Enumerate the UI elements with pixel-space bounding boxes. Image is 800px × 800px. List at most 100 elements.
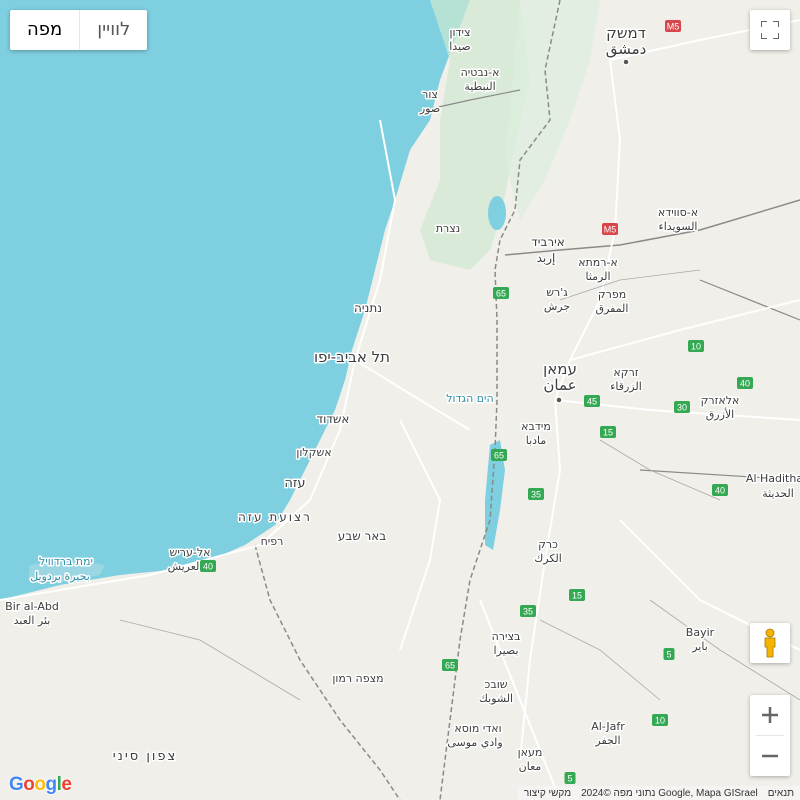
road-shield: 35 [520, 605, 536, 617]
map-label: באר שבע [338, 529, 387, 543]
map-data-attribution: נתוני מפה ©2024 Google, Mapa GISrael [581, 787, 758, 799]
map-label: עזה [284, 476, 305, 491]
border-egypt [254, 544, 401, 800]
map-label: בצירה [492, 630, 521, 643]
roads-minor [119, 269, 800, 701]
road-shield: 35 [528, 488, 544, 500]
map-label: مادبا [526, 434, 547, 447]
map-label: الزرقاء [610, 380, 642, 393]
map-label: זרקא [613, 366, 638, 379]
map-label: ימת ברדוויל [39, 555, 93, 568]
map-label: ג'רש [546, 286, 568, 299]
road-shield: 65 [493, 287, 509, 299]
road-shield: 40 [200, 560, 216, 572]
map-label: وادي موسى [447, 736, 502, 749]
map-label: الرمثا [585, 270, 610, 283]
road-shield: 40 [712, 484, 728, 496]
svg-text:35: 35 [531, 490, 541, 500]
road-shield: 10 [652, 714, 668, 726]
map-label: תל אביב-יפו [314, 348, 390, 366]
map-label: אירביד [531, 235, 565, 249]
map-label: جرش [544, 300, 570, 313]
google-logo-text: Google [9, 774, 72, 795]
fullscreen-button[interactable] [750, 10, 790, 50]
keyboard-shortcuts-link[interactable]: מקשי קיצור [523, 787, 572, 799]
road-shield: 65 [491, 449, 507, 461]
terms-link[interactable]: תנאים [767, 787, 794, 799]
map-label: מעאן [518, 746, 543, 759]
map-label: צור [422, 88, 438, 101]
map-label: الكرك [534, 552, 562, 565]
road-shield: 15 [600, 426, 616, 438]
sea-of-galilee [488, 196, 506, 230]
border-syria-jordan [504, 199, 800, 256]
map-label: א-נבטיה [461, 66, 500, 79]
map-label: Bir al-Abd [5, 600, 59, 613]
google-logo[interactable]: Google [9, 774, 72, 796]
road-shields: M5 M5 65 10 15 45 30 40 65 35 35 15 5 65 5 40 40 10 [200, 20, 753, 784]
map-label: النبطية [464, 80, 495, 93]
road-shield: 5 [564, 772, 576, 784]
map-label: דמשק [606, 24, 646, 42]
svg-text:40: 40 [203, 562, 213, 572]
svg-text:35: 35 [523, 607, 533, 617]
lake-bardawil [28, 560, 105, 582]
svg-text:45: 45 [587, 397, 597, 407]
map-type-satellite-button[interactable]: לוויין [79, 10, 147, 50]
street-view-pegman-button[interactable] [750, 623, 790, 663]
svg-text:65: 65 [494, 451, 504, 461]
map-label: רצועת עזה [238, 510, 312, 524]
map-label: עמאן [543, 360, 577, 378]
map-label: כרק [538, 538, 558, 551]
map-label: دمشق [606, 40, 647, 58]
svg-text:40: 40 [715, 486, 725, 496]
map-label: معان [519, 760, 542, 773]
pegman-icon [764, 628, 776, 658]
map-label: אלאזרק [701, 394, 740, 407]
map-label: عمان [543, 376, 576, 394]
map-label: צפון סיני [113, 749, 178, 764]
road-shield: 65 [442, 659, 458, 671]
map-label: נצרת [436, 222, 460, 235]
svg-text:5: 5 [666, 650, 671, 660]
map-label: אל-עריש [170, 546, 211, 559]
road-shield: 10 [688, 340, 704, 352]
zoom-in-button[interactable] [750, 695, 790, 735]
map-label: Bayir [686, 626, 715, 639]
svg-text:10: 10 [655, 716, 665, 726]
map-label: Al-Jafr [591, 720, 625, 733]
svg-text:10: 10 [691, 342, 701, 352]
border-lebanon [424, 89, 521, 111]
dead-sea [485, 440, 505, 550]
map-footer: מקשי קיצור נתוני מפה ©2024 Google, Mapa … [517, 786, 800, 800]
map-label: Al Hadithah [746, 472, 800, 485]
svg-text:5: 5 [567, 774, 572, 784]
map-label: السويداء [659, 220, 698, 233]
map-label: מצפה רמון [332, 672, 383, 685]
zoom-divider [756, 735, 784, 736]
map-label: רפיח [261, 535, 284, 548]
amman-dot [555, 396, 563, 404]
svg-text:40: 40 [740, 379, 750, 389]
zoom-out-button[interactable] [750, 736, 790, 776]
map-label: אשדוד [317, 412, 350, 426]
svg-text:15: 15 [603, 428, 613, 438]
svg-text:65: 65 [496, 289, 506, 299]
map-label: الأزرق [706, 407, 735, 421]
map-label: باير [691, 640, 708, 653]
map-label: بحيرة بردويل [30, 570, 90, 583]
map-label: אשקלון [296, 446, 331, 459]
svg-text:65: 65 [445, 661, 455, 671]
plus-icon [762, 707, 778, 723]
map-label: المفرق [596, 302, 629, 315]
map-label: א-רמתא [578, 256, 618, 269]
map-label: الشوبك [479, 692, 513, 705]
zoom-control [750, 695, 790, 776]
map-type-map-button[interactable]: מפה [27, 19, 63, 40]
map-label: מפרק [598, 288, 626, 301]
map-label: נתניה [354, 301, 382, 315]
map-label: צידון [450, 26, 471, 39]
border-line [439, 0, 561, 800]
